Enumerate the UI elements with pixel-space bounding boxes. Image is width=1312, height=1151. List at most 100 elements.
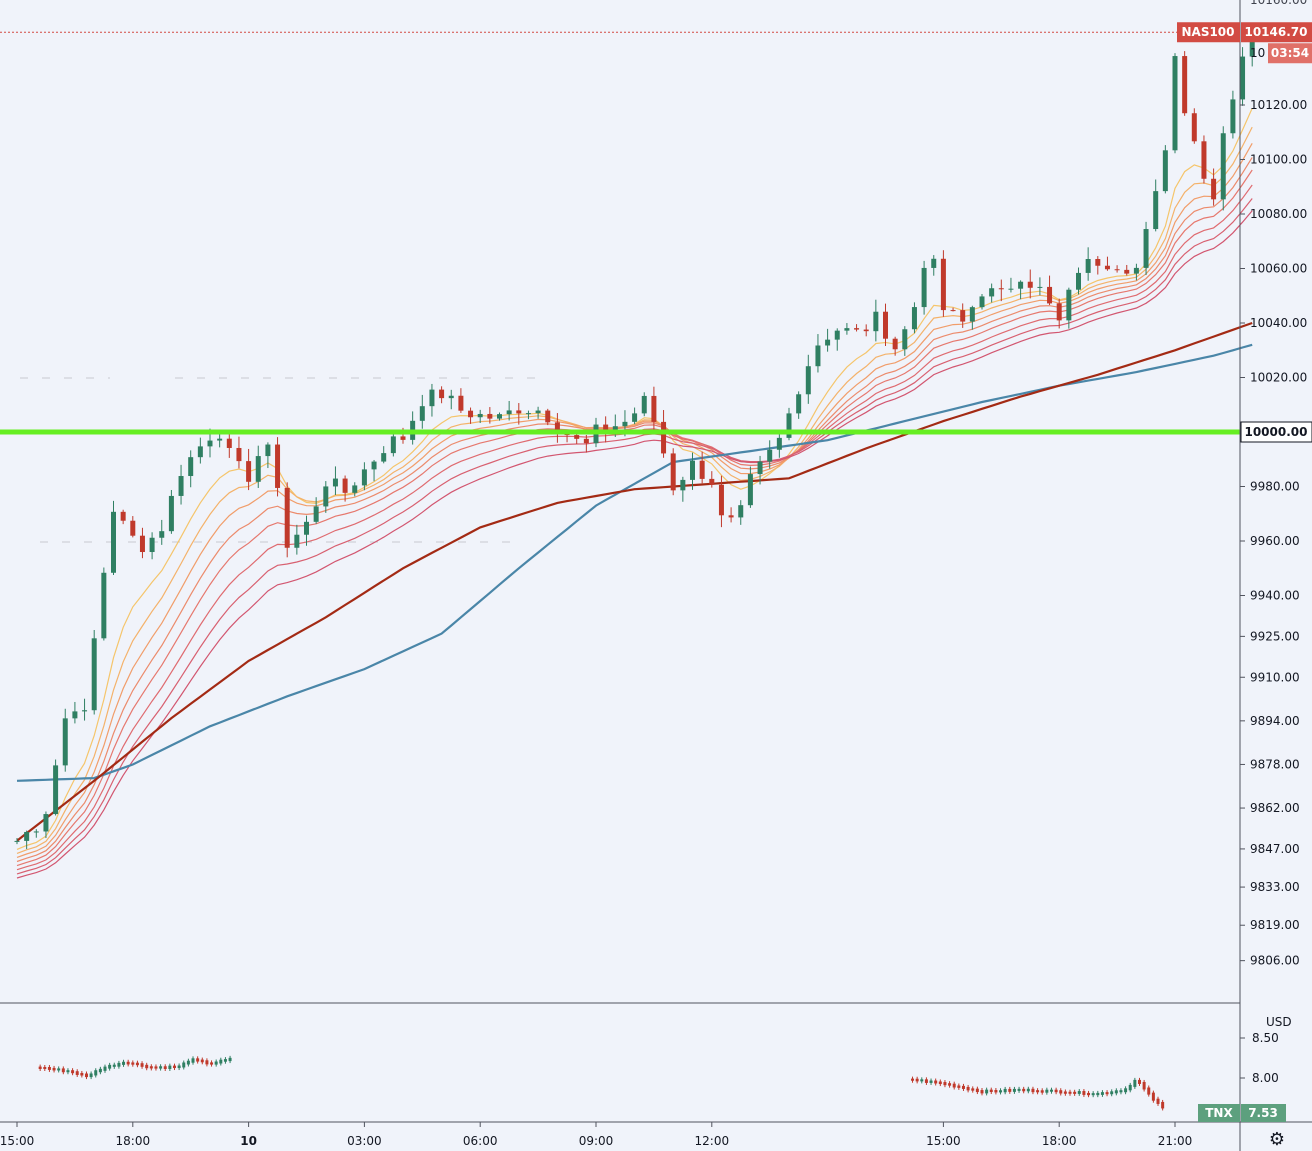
last-price-tag: 10146.70: [1244, 25, 1307, 39]
tnx-candle-body: [1017, 1088, 1021, 1091]
candle-body: [854, 328, 860, 330]
tnx-candle-body: [985, 1089, 989, 1094]
tnx-candle-body: [1036, 1090, 1040, 1093]
tnx-candle-body: [135, 1062, 139, 1066]
highlight-level-group: [0, 31, 1240, 435]
ema-ribbon: [16, 108, 1253, 879]
candle-body: [458, 395, 464, 411]
tnx-candle-body: [1124, 1088, 1128, 1093]
tnx-candle-body: [223, 1059, 227, 1062]
candle-body: [487, 413, 493, 419]
tnx-candle-body: [89, 1073, 93, 1078]
tnx-candle-body: [61, 1068, 65, 1073]
time-tick-label: 10: [240, 1134, 257, 1148]
ema-ribbon-line: [16, 169, 1253, 867]
ema-ribbon-line: [16, 210, 1253, 879]
candle-body: [1172, 56, 1178, 151]
countdown-tag-bg: [1268, 43, 1312, 64]
candle-body: [236, 447, 242, 462]
candle-body: [448, 395, 454, 399]
tnx-candle-body: [52, 1067, 56, 1071]
candle-body: [1056, 303, 1062, 321]
candle-body: [62, 718, 68, 766]
candle-body: [313, 506, 319, 522]
tnx-candle-body: [66, 1070, 70, 1073]
candle-body: [371, 461, 377, 470]
candle-body: [805, 366, 811, 395]
candle-body: [1008, 288, 1014, 290]
price-tick-label: 9862.00: [1250, 801, 1300, 815]
tnx-value-tag-bg: [1241, 1104, 1286, 1122]
price-tick-label: 9894.00: [1250, 714, 1300, 728]
candle-body: [545, 410, 551, 423]
candle-body: [139, 535, 145, 553]
time-tick-label: 15:00: [0, 1134, 34, 1148]
candle-body: [873, 311, 879, 332]
ma-slow-line: [16, 321, 1253, 842]
candle-body: [120, 511, 126, 521]
tnx-candle-body: [994, 1090, 998, 1093]
gear-icon[interactable]: ⚙: [1268, 1128, 1286, 1150]
candle-body: [246, 461, 252, 482]
candle-body: [989, 288, 995, 297]
tnx-candle-body: [1003, 1088, 1007, 1093]
tnx-candle-body: [214, 1061, 218, 1065]
candle-body: [159, 531, 165, 538]
candle-body: [834, 330, 840, 340]
tnx-symbol-tag: TNX: [1205, 1106, 1233, 1120]
tnx-candle-body: [1008, 1088, 1012, 1092]
candle-body: [1114, 269, 1120, 271]
candle-body: [33, 831, 39, 833]
tnx-candle-body: [140, 1063, 144, 1067]
tnx-candle-body: [1137, 1079, 1141, 1084]
candle-body: [622, 421, 628, 427]
candle-body: [979, 296, 985, 308]
price-tick-label: 10040.00: [1250, 316, 1307, 330]
tnx-candle-body: [1068, 1091, 1072, 1094]
price-tick-label: 9960.00: [1250, 534, 1300, 548]
candle-body: [767, 449, 773, 462]
tnx-symbol-tag-bg: [1198, 1104, 1240, 1122]
tnx-candle-body: [196, 1058, 200, 1062]
time-tick-label: 15:00: [926, 1134, 961, 1148]
time-tick-label: 03:00: [347, 1134, 382, 1148]
candle-body: [825, 339, 831, 346]
tnx-candle-body: [126, 1061, 130, 1065]
price-tick-label: 10080.00: [1250, 207, 1307, 221]
time-tick-label: 12:00: [695, 1134, 730, 1148]
candle-body: [149, 537, 155, 553]
candle-body: [661, 421, 667, 454]
tnx-candle-body: [1091, 1093, 1095, 1096]
candle-body: [921, 267, 927, 308]
tnx-candle-body: [1156, 1098, 1160, 1104]
tnx-tick-label: 8.50: [1252, 1031, 1279, 1045]
candle-body: [1085, 259, 1091, 273]
candle-body: [1201, 141, 1207, 179]
candle-body: [101, 572, 107, 639]
candle-body: [1104, 265, 1110, 270]
tnx-candle-body: [186, 1060, 190, 1065]
candle-body: [188, 457, 194, 477]
candle-body: [603, 424, 609, 432]
tnx-candle-body: [228, 1057, 232, 1062]
tnx-candle-body: [1142, 1081, 1146, 1090]
price-tick-label: 9833.00: [1250, 880, 1300, 894]
tnx-candle-body: [1096, 1092, 1100, 1096]
tnx-candle-body: [80, 1072, 84, 1076]
countdown-tag: 03:54: [1271, 46, 1309, 60]
candle-body: [429, 389, 435, 407]
tnx-candle-body: [1119, 1090, 1123, 1093]
candle-body: [477, 413, 483, 418]
tnx-candle-body: [989, 1089, 993, 1093]
tnx-candle-body: [929, 1080, 933, 1083]
tnx-candle-body: [103, 1066, 107, 1071]
candle-body: [1191, 113, 1197, 142]
candle-body: [468, 410, 474, 418]
tnx-candle-body: [38, 1066, 42, 1069]
candle-body: [969, 307, 975, 322]
candle-body: [1249, 32, 1255, 57]
tnx-candle-body: [1049, 1089, 1053, 1092]
tnx-candle-body: [71, 1070, 75, 1074]
highlight-tag-bg: [1240, 421, 1312, 443]
